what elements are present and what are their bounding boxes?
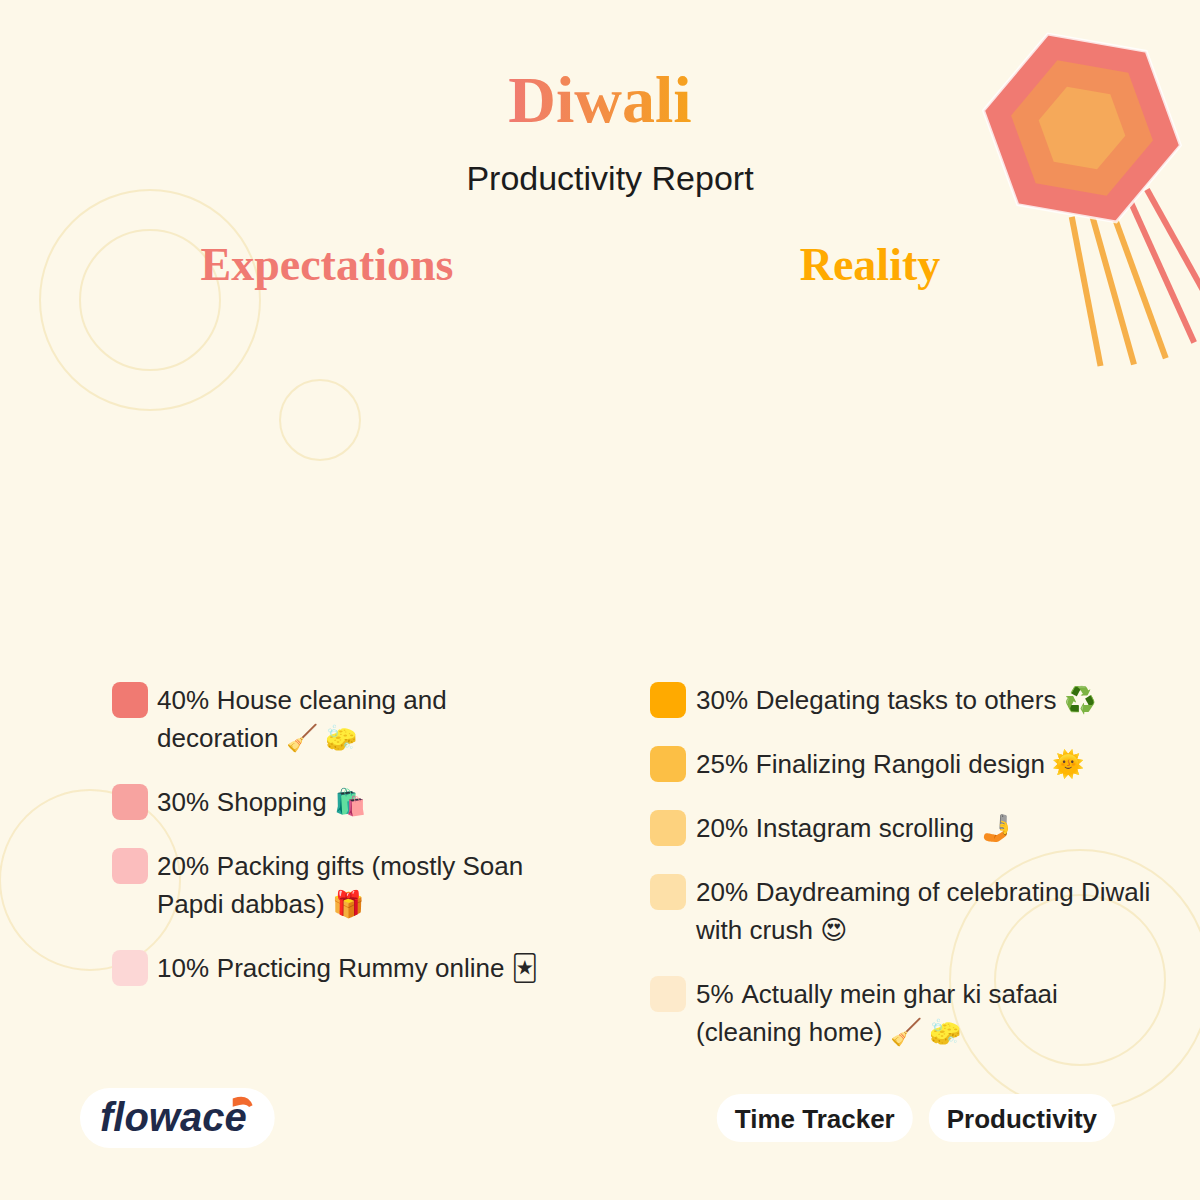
legend-item: 20%Packing gifts (mostly SoanPapdi dabba… (112, 848, 523, 919)
title: Diwali (508, 63, 691, 136)
legend-value: 30% (696, 685, 748, 715)
legend-swatch (112, 950, 148, 986)
subtitle: Productivity Report (466, 159, 754, 197)
legend-label: Daydreaming of celebrating Diwaliwith cr… (695, 877, 1150, 945)
chart-panel: Reality 30% Delegating tasks to others ♻️ 2… (650, 239, 1150, 1047)
legend-swatch (650, 746, 686, 782)
chart-title: Expectations (201, 239, 454, 290)
legend-value: 20% (696, 813, 748, 843)
infographic: Diwali Productivity Report Expectations 40%… (0, 0, 1200, 1200)
decoration-circle (80, 230, 220, 370)
legend-label: Finalizing Rangoli design 🌞 (756, 748, 1084, 780)
legend-label: Packing gifts (mostly SoanPapdi dabbas) … (157, 851, 523, 919)
legend-swatch (650, 810, 686, 846)
legend-item: 10% Practicing Rummy online 🃏 (112, 950, 538, 986)
tag-pill (717, 1094, 913, 1142)
legend-value: 20% (157, 851, 209, 881)
brand-pill (80, 1088, 275, 1148)
legend-value: 20% (696, 877, 748, 907)
brand-name: flowace (100, 1095, 247, 1139)
decoration-circle (280, 380, 360, 460)
legend-value: 10% (157, 953, 209, 983)
legend-swatch (650, 976, 686, 1012)
legend-label: Shopping 🛍️ (217, 787, 366, 817)
legend-value: 30% (157, 787, 209, 817)
legend-item: 30% Shopping 🛍️ (112, 784, 366, 820)
legend-item: 20% Instagram scrolling 🤳 (650, 810, 1013, 846)
lantern-outer (966, 4, 1197, 251)
chart-title: Reality (800, 239, 941, 290)
legend-label: Practicing Rummy online 🃏 (217, 952, 538, 984)
decoration (0, 190, 1200, 1110)
tag-label: Productivity (947, 1104, 1098, 1134)
legend-item: 25% Finalizing Rangoli design 🌞 (650, 746, 1084, 782)
legend-swatch (112, 682, 148, 718)
legend-item: 30% Delegating tasks to others ♻️ (650, 682, 1096, 718)
legend-label: Actually mein ghar ki safaai(cleaning ho… (696, 979, 1058, 1047)
lantern-rim (966, 4, 1197, 251)
legend-swatch (650, 874, 686, 910)
lantern-string (1079, 210, 1145, 364)
decoration-circle (0, 790, 180, 970)
tag-label: Time Tracker (735, 1104, 895, 1134)
chart-panel: Expectations 40%House cleaning anddecorat… (112, 239, 538, 986)
legend-item: 5%Actually mein ghar ki safaai(cleaning … (650, 976, 1058, 1047)
brand-swoosh (235, 1099, 251, 1106)
lantern-middle (999, 39, 1165, 217)
legend-swatch (112, 848, 148, 884)
tag-pill (929, 1094, 1115, 1142)
legend-swatch (112, 784, 148, 820)
tag: Time Tracker (717, 1094, 913, 1142)
decoration-circle (40, 190, 260, 410)
legend-label: Instagram scrolling 🤳 (756, 813, 1013, 843)
legend-value: 40% (157, 685, 209, 715)
legend-swatch (650, 682, 686, 718)
lantern-string (1109, 203, 1165, 358)
legend-item: 40%House cleaning anddecoration 🧹 🧽 (112, 682, 447, 753)
tag: Productivity (929, 1094, 1115, 1142)
background (0, 0, 1200, 1200)
legend-item: 20%Daydreaming of celebrating Diwaliwith… (650, 874, 1150, 945)
legend-label: House cleaning anddecoration 🧹 🧽 (157, 685, 447, 753)
brand: flowace (80, 1088, 275, 1148)
legend-label: Delegating tasks to others ♻️ (756, 685, 1096, 715)
lantern-string (1128, 192, 1194, 346)
legend-value: 25% (696, 749, 748, 779)
lantern-inner (1031, 74, 1133, 183)
lantern (966, 4, 1200, 387)
legend-value: 5% (696, 979, 734, 1009)
